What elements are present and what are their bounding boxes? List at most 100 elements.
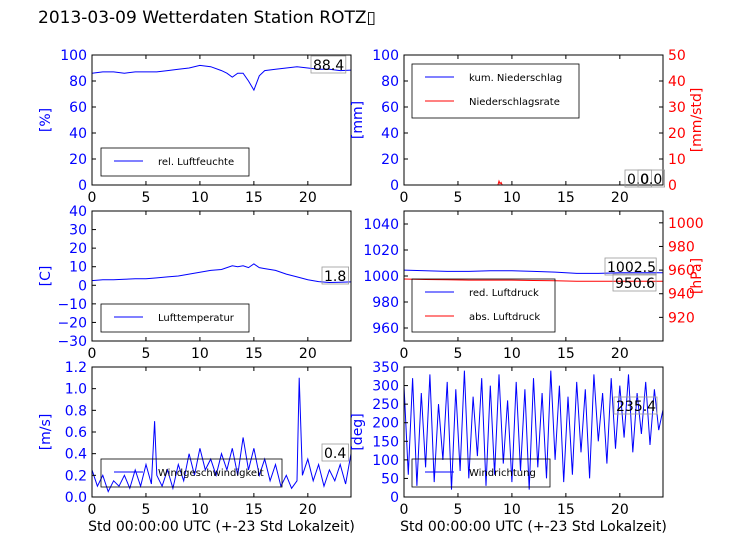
x-tick-label: 5 — [453, 190, 462, 206]
y-tick-label: −10 — [57, 297, 87, 313]
x-tick-label: 0 — [400, 190, 409, 206]
y-tick-label: 80 — [69, 74, 87, 90]
y-tick-label: 250 — [372, 397, 399, 413]
x-tick-label: 10 — [191, 346, 209, 362]
chart-panel-3: 0 5 10 15 20 −30 −20 −10 0 10 20 30 40 [C] 1.8 Lufttemp… — [38, 204, 352, 362]
current-value-box — [637, 169, 666, 188]
current-value-label: 1.8 — [324, 269, 346, 285]
current-value-box — [321, 266, 350, 285]
y2-tick-label: 0 — [668, 178, 677, 194]
y-tick-label: −30 — [57, 334, 87, 350]
y-tick-label: 40 — [381, 126, 399, 142]
current-value-label: 88.4 — [313, 58, 344, 74]
current-value-label: 0.4 — [324, 446, 346, 462]
current-value-box — [613, 396, 658, 415]
current-value-label: 1002.5 — [607, 260, 656, 276]
current-value-label: 950.6 — [615, 276, 655, 292]
current-value-label: 0.0 — [640, 172, 662, 188]
current-value-box — [604, 257, 657, 276]
x-tick-label: 10 — [191, 502, 209, 518]
x-tick-label: 20 — [611, 190, 629, 206]
y-tick-label: 200 — [372, 416, 399, 432]
legend-label: Windrichtung — [469, 468, 536, 479]
y-tick-label: 0.8 — [65, 403, 87, 419]
y-tick-label: 50 — [381, 471, 399, 487]
plot-frame — [91, 210, 352, 342]
plot-frame — [91, 54, 352, 186]
y-tick-label: 0.0 — [65, 490, 87, 506]
y-tick-label: 60 — [69, 100, 87, 116]
page-title: 2013-03-09 Wetterdaten Station ROTZ▯ — [38, 8, 376, 28]
legend: rel. Luftfeuchte — [100, 147, 250, 177]
chart-panel-1: 0 5 10 15 20 0 20 40 60 80 100 [%] 88.4 rel. Luftfeuc… — [38, 48, 352, 206]
x-tick-label: 15 — [557, 346, 575, 362]
y-tick-label: 960 — [372, 321, 399, 337]
legend-label: kum. Niederschlag — [469, 73, 562, 84]
y-tick-label: 20 — [69, 152, 87, 168]
y2-tick-label: 960 — [668, 263, 695, 279]
y-tick-label: 0 — [390, 490, 399, 506]
legend-label: Lufttemperatur — [158, 313, 235, 324]
y-tick-label: 350 — [372, 360, 399, 376]
y-tick-label: 100 — [372, 453, 399, 469]
legend-label: Niederschlagsrate — [469, 97, 560, 108]
current-value-label: 235.4 — [616, 399, 656, 415]
y2-axis-label: [mm/std] — [689, 88, 705, 153]
plot-frame — [403, 54, 664, 186]
y2-tick-label: 920 — [668, 310, 695, 326]
chart-panel-4: 0 5 10 15 20 960 980 1000 1020 1040 920 940 960 980 10… — [363, 210, 705, 362]
x-tick-label: 5 — [141, 502, 150, 518]
y-tick-label: 0.2 — [65, 468, 87, 484]
legend-label: red. Luftdruck — [469, 288, 539, 299]
y-tick-label: 30 — [69, 223, 87, 239]
x-tick-label: 5 — [453, 502, 462, 518]
legend: Lufttemperatur — [100, 303, 250, 333]
y2-tick-label: 1000 — [668, 216, 704, 232]
y-tick-label: 40 — [69, 204, 87, 220]
y-tick-label: 100 — [60, 48, 87, 64]
y-tick-label: 0 — [78, 178, 87, 194]
x-tick-label: 10 — [503, 190, 521, 206]
x-tick-label: 0 — [400, 502, 409, 518]
x-tick-label: 0 — [88, 190, 97, 206]
y-tick-label: 1.2 — [65, 360, 87, 376]
y-tick-label: 20 — [69, 241, 87, 257]
legend-box — [100, 303, 250, 333]
y-tick-label: 0.4 — [65, 447, 87, 463]
plot-frame — [403, 366, 664, 498]
x-tick-label: 10 — [503, 346, 521, 362]
x-tick-label: 15 — [245, 502, 263, 518]
y2-tick-label: 10 — [668, 152, 686, 168]
legend-box — [100, 147, 250, 177]
y-tick-label: 20 — [381, 152, 399, 168]
x-tick-label: 15 — [557, 502, 575, 518]
x-tick-label: 15 — [245, 346, 263, 362]
y-tick-label: 150 — [372, 434, 399, 450]
y-tick-label: 10 — [69, 260, 87, 276]
y2-axis-label: [hPa] — [689, 258, 705, 294]
legend-box — [411, 278, 556, 333]
series-line-2 — [404, 278, 663, 282]
series-line-1 — [404, 269, 663, 274]
y-tick-label: 1000 — [363, 269, 399, 285]
x-tick-label: 20 — [611, 502, 629, 518]
x-tick-label: 5 — [141, 346, 150, 362]
series-line-2 — [404, 179, 663, 185]
legend: Windrichtung — [411, 458, 551, 488]
legend: kum. Niederschlag Niederschlagsrate — [411, 63, 580, 119]
y-tick-label: 80 — [381, 74, 399, 90]
y-tick-label: 1.0 — [65, 382, 87, 398]
x-tick-label: 20 — [611, 346, 629, 362]
x-tick-label: 0 — [88, 502, 97, 518]
x-tick-label: 5 — [141, 190, 150, 206]
y2-tick-label: 980 — [668, 239, 695, 255]
x-tick-label: 20 — [299, 346, 317, 362]
legend: red. Luftdruck abs. Luftdruck — [411, 278, 556, 333]
x-tick-label: 5 — [453, 346, 462, 362]
x-tick-label: 0 — [400, 346, 409, 362]
current-value-box — [612, 273, 657, 292]
legend-box — [411, 63, 580, 119]
y2-tick-label: 940 — [668, 287, 695, 303]
y-tick-label: 300 — [372, 379, 399, 395]
